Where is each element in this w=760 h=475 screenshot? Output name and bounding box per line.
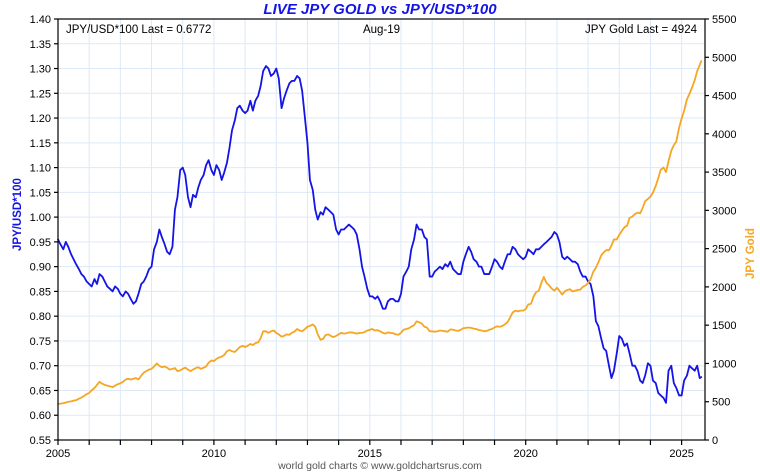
y-axis-left-tick-label: 0.75: [30, 336, 51, 348]
annotation-left-last-value: JPY/USD*100 Last = 0.6772: [66, 24, 211, 36]
y-axis-right-tick-label: 1000: [712, 358, 736, 370]
y-axis-left-tick-label: 1.25: [30, 88, 51, 100]
y-axis-right-tick-label: 4500: [712, 91, 736, 103]
annotation-right-last-value: JPY Gold Last = 4924: [585, 24, 698, 36]
y-axis-left-tick-label: 0.85: [30, 286, 51, 298]
y-axis-left-tick-label: 0.65: [30, 385, 51, 397]
x-axis-tick-label: 2025: [669, 448, 693, 460]
y-axis-left-tick-label: 1.35: [30, 39, 51, 51]
y-axis-left-tick-label: 1.30: [30, 64, 51, 76]
chart-footer-credit: world gold charts © www.goldchartsrus.co…: [278, 460, 482, 472]
plot-frame: [57, 18, 706, 441]
y-axis-right-tick-label: 0: [712, 435, 718, 447]
x-axis-tick-label: 2005: [46, 448, 70, 460]
y-axis-left-tick-label: 0.60: [30, 410, 51, 422]
y-axis-left-tick-label: 0.90: [30, 262, 51, 274]
y-axis-right-tick-label: 1500: [712, 320, 736, 332]
y-axis-right-tick-label: 500: [712, 397, 730, 409]
y-axis-left-tick-label: 1.00: [30, 212, 51, 224]
y-axis-right-tick-label: 3000: [712, 205, 736, 217]
y-axis-left-tick-label: 1.10: [30, 163, 51, 175]
x-axis-tick-label: 2015: [358, 448, 382, 460]
y-axis-left-tick-label: 1.40: [30, 14, 51, 26]
y-axis-right-tick-label: 4000: [712, 129, 736, 141]
y-axis-right-tick-label: 5000: [712, 52, 736, 64]
y-axis-left-tick-label: 0.95: [30, 237, 51, 249]
y-axis-right-tick-label: 3500: [712, 167, 736, 179]
y-axis-left-tick-label: 1.20: [30, 113, 51, 125]
x-axis-tick-label: 2010: [202, 448, 226, 460]
y-axis-left-tick-label: 0.70: [30, 361, 51, 373]
series-line-jpy-usd-100: [57, 65, 703, 404]
y-axis-right-tick-label: 2000: [712, 282, 736, 294]
y-axis-left-tick-label: 0.80: [30, 311, 51, 323]
y-axis-right-tick-label: 5500: [712, 14, 736, 26]
y-axis-left-tick-label: 1.05: [30, 187, 51, 199]
y-axis-left-tick-label: 1.15: [30, 138, 51, 150]
series-line-jpy-gold: [57, 60, 703, 405]
chart-title: LIVE JPY GOLD vs JPY/USD*100: [263, 1, 497, 18]
y-axis-right-tick-label: 2500: [712, 244, 736, 256]
y-axis-left-tick-label: 0.55: [30, 435, 51, 447]
annotation-center-date: Aug-19: [363, 24, 400, 36]
x-axis-tick-label: 2020: [513, 448, 537, 460]
